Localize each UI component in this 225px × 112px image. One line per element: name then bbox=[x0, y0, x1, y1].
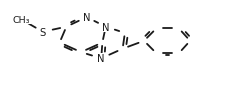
Text: S: S bbox=[40, 28, 46, 37]
Text: N: N bbox=[83, 13, 90, 23]
Text: N: N bbox=[97, 54, 105, 64]
Text: CH₃: CH₃ bbox=[13, 16, 30, 25]
Text: N: N bbox=[102, 23, 110, 32]
